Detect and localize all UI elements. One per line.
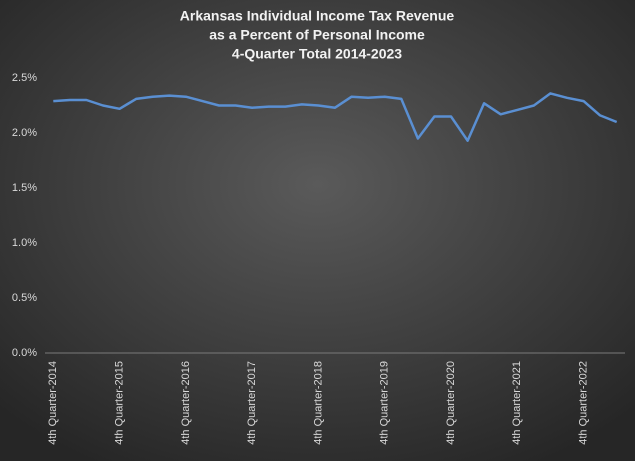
y-tick-label: 0.0%	[12, 347, 37, 359]
y-tick-label: 1.5%	[12, 182, 37, 194]
x-tick-label: 4th Quarter-2019	[379, 361, 391, 445]
data-line	[53, 92, 618, 142]
y-tick-label: 0.5%	[12, 292, 37, 304]
chart-title: 4-Quarter Total 2014-2023	[232, 46, 402, 62]
x-tick-label: 4th Quarter-2022	[577, 361, 589, 445]
x-tick-label: 4th Quarter-2018	[312, 361, 324, 445]
x-tick-label: 4th Quarter-2020	[445, 361, 457, 445]
x-tick-label: 4th Quarter-2015	[113, 361, 125, 445]
y-tick-label: 1.0%	[12, 237, 37, 249]
x-tick-label: 4th Quarter-2014	[47, 361, 59, 445]
chart-title: Arkansas Individual Income Tax Revenue	[180, 8, 455, 24]
chart-title: as a Percent of Personal Income	[209, 27, 425, 43]
y-tick-label: 2.5%	[12, 72, 37, 84]
x-tick-label: 4th Quarter-2016	[180, 361, 192, 445]
x-tick-label: 4th Quarter-2021	[511, 361, 523, 445]
x-tick-label: 4th Quarter-2017	[246, 361, 258, 445]
y-tick-label: 2.0%	[12, 127, 37, 139]
